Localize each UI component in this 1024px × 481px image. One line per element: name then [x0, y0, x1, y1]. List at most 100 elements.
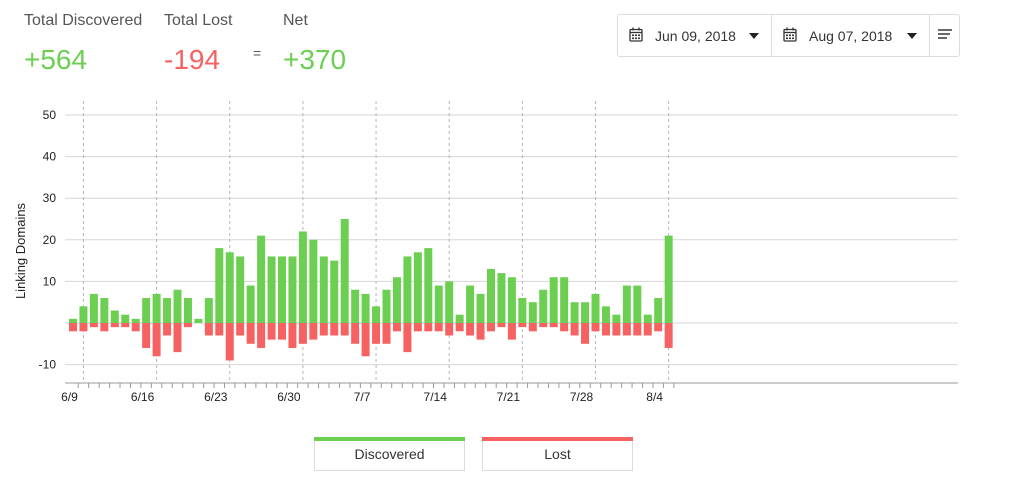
x-tick-label: 7/28	[570, 390, 594, 404]
y-axis-title: Linking Domains	[13, 202, 28, 299]
calendar-icon	[629, 27, 643, 45]
discovered-bar	[560, 277, 569, 323]
total-lost-label: Total Lost	[164, 12, 233, 29]
lost-bar	[445, 323, 454, 336]
calendar-icon	[783, 27, 797, 45]
lost-bar	[131, 323, 140, 332]
lost-bar	[204, 323, 213, 336]
lost-bar	[466, 323, 475, 336]
lost-bar	[487, 323, 495, 332]
legend-discovered-label: Discovered	[354, 445, 425, 462]
lost-bar	[372, 323, 381, 344]
discovered-bar	[633, 285, 642, 323]
y-tick-label: 50	[43, 108, 57, 122]
lost-bar	[570, 323, 579, 336]
end-date-picker[interactable]: Aug 07, 2018	[772, 15, 930, 56]
discovered-bar	[278, 256, 286, 323]
lost-bar	[121, 323, 130, 328]
linking-domains-chart: 50 40 30 20 10 -10 Linking Domains 6/9 6/16 6/23 6…	[13, 101, 958, 404]
discovered-bar	[507, 277, 516, 323]
lost-bar	[664, 323, 673, 348]
lost-bar	[434, 323, 443, 332]
lost-bar	[257, 323, 266, 348]
lost-bar	[601, 323, 610, 336]
lost-bar	[528, 323, 537, 332]
discovered-bar	[612, 314, 621, 323]
discovered-bar	[152, 293, 161, 323]
menu-lines-icon	[937, 27, 953, 45]
lost-bar	[225, 323, 234, 361]
discovered-bar	[487, 268, 495, 323]
discovered-bar	[528, 302, 537, 323]
net-label: Net	[283, 12, 308, 29]
lost-bar	[100, 323, 109, 332]
discovered-bar	[183, 298, 192, 323]
legend-lost-label: Lost	[544, 445, 571, 462]
discovered-bar	[413, 252, 422, 323]
lost-bar	[330, 323, 339, 336]
discovered-bar	[236, 256, 245, 323]
discovered-bar	[131, 318, 140, 323]
start-date-picker[interactable]: Jun 09, 2018	[618, 15, 772, 56]
lost-bar	[654, 323, 663, 332]
lost-bar	[236, 323, 245, 336]
lost-bar	[612, 323, 621, 336]
lost-bar	[267, 323, 276, 340]
discovered-bar	[288, 256, 297, 323]
discovered-bar	[257, 235, 266, 323]
discovered-bar	[100, 298, 109, 323]
lost-bar	[518, 323, 527, 328]
discovered-bar	[455, 314, 464, 323]
legend-discovered[interactable]: Discovered	[314, 437, 465, 471]
lost-bar	[152, 323, 161, 357]
discovered-bar	[69, 318, 77, 323]
discovered-bar	[340, 219, 349, 323]
discovered-bar	[403, 256, 412, 323]
discovered-bar	[298, 231, 307, 323]
discovered-bar	[204, 298, 213, 323]
discovered-bar	[351, 289, 360, 323]
chart-options-button[interactable]	[930, 15, 959, 56]
discovered-bar	[79, 306, 88, 323]
total-discovered-label: Total Discovered	[24, 12, 143, 29]
lost-bar	[382, 323, 391, 344]
y-tick-label: -10	[39, 358, 57, 372]
x-tick-label: 6/23	[204, 390, 228, 404]
end-date-text: Aug 07, 2018	[809, 27, 893, 44]
chevron-down-icon	[907, 32, 917, 39]
discovered-bar	[225, 252, 234, 323]
discovered-bar	[570, 302, 579, 323]
lost-bar	[340, 323, 349, 336]
start-date-text: Jun 09, 2018	[655, 27, 736, 44]
lost-bar	[507, 323, 516, 340]
discovered-bar	[173, 289, 182, 323]
lost-bar	[591, 323, 600, 332]
discovered-bar	[121, 314, 130, 323]
lost-bar	[278, 323, 286, 340]
lost-bar	[110, 323, 119, 328]
lost-bar	[298, 323, 307, 344]
discovered-bar	[163, 298, 172, 323]
lost-bar	[361, 323, 370, 357]
discovered-bar	[466, 285, 475, 323]
total-lost-value: -194	[164, 44, 221, 75]
lost-bar	[142, 323, 151, 348]
lost-bar	[163, 323, 172, 336]
discovered-bar	[194, 318, 203, 323]
lost-bar	[215, 323, 224, 336]
total-discovered-stat: Total Discovered +564	[24, 12, 142, 76]
discovered-bar	[424, 248, 433, 323]
legend-lost[interactable]: Lost	[482, 437, 633, 471]
y-tick-label: 10	[43, 274, 57, 288]
discovered-bar	[664, 235, 673, 323]
discovered-bar	[445, 281, 454, 323]
discovered-bar	[622, 285, 631, 323]
lost-bar	[392, 323, 401, 332]
lost-bar	[539, 323, 548, 328]
lost-bar	[319, 323, 328, 336]
discovered-bar	[309, 239, 318, 323]
discovered-bar	[581, 302, 590, 323]
y-tick-label: 30	[43, 191, 57, 205]
discovered-bar	[110, 310, 119, 323]
discovered-bar	[246, 285, 255, 323]
